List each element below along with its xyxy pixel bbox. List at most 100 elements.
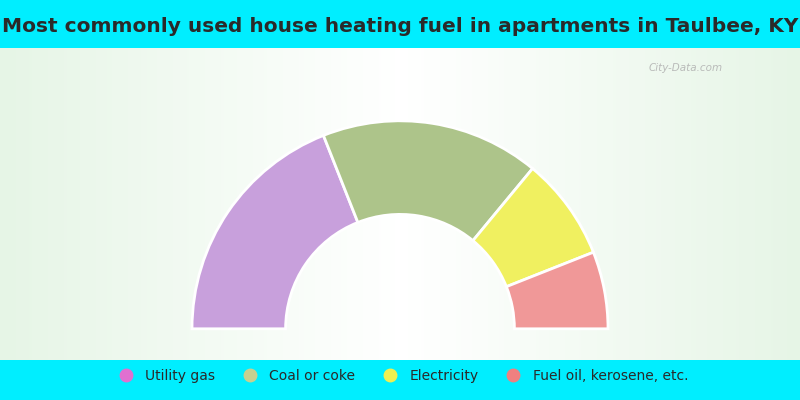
Bar (120, 48, 122, 360)
Bar (342, 48, 344, 360)
Bar (408, 48, 410, 360)
Bar (490, 48, 494, 360)
Bar (470, 48, 472, 360)
Bar (102, 48, 104, 360)
Bar (450, 48, 454, 360)
Bar (418, 48, 422, 360)
Bar (296, 48, 298, 360)
Bar (656, 48, 658, 360)
Bar (594, 48, 598, 360)
Bar (24, 48, 26, 360)
Bar (354, 48, 358, 360)
Bar (374, 48, 376, 360)
Bar (262, 48, 264, 360)
Bar (626, 48, 630, 360)
Bar (720, 48, 722, 360)
Bar (504, 48, 506, 360)
Wedge shape (323, 121, 533, 241)
Bar (456, 48, 458, 360)
Bar (632, 48, 634, 360)
Bar (166, 48, 168, 360)
Bar (26, 48, 30, 360)
Bar (392, 48, 394, 360)
Bar (434, 48, 438, 360)
Bar (264, 48, 266, 360)
Bar (138, 48, 142, 360)
Bar (310, 48, 312, 360)
Bar (70, 48, 72, 360)
Bar (696, 48, 698, 360)
Bar (414, 48, 416, 360)
Bar (230, 48, 232, 360)
Bar (798, 48, 800, 360)
Bar (648, 48, 650, 360)
Bar (646, 48, 648, 360)
Bar (698, 48, 702, 360)
Bar (114, 48, 118, 360)
Bar (96, 48, 98, 360)
Bar (546, 48, 550, 360)
Bar (650, 48, 654, 360)
Bar (770, 48, 774, 360)
Bar (10, 48, 14, 360)
Bar (586, 48, 590, 360)
Bar (480, 48, 482, 360)
Bar (576, 48, 578, 360)
Bar (574, 48, 576, 360)
Bar (32, 48, 34, 360)
Bar (642, 48, 646, 360)
Bar (18, 48, 22, 360)
Bar (168, 48, 170, 360)
Bar (746, 48, 750, 360)
Bar (774, 48, 776, 360)
Bar (368, 48, 370, 360)
Bar (232, 48, 234, 360)
Bar (744, 48, 746, 360)
Bar (464, 48, 466, 360)
Bar (210, 48, 214, 360)
Bar (326, 48, 328, 360)
Bar (234, 48, 238, 360)
Bar (338, 48, 342, 360)
Bar (386, 48, 390, 360)
Bar (736, 48, 738, 360)
Bar (40, 48, 42, 360)
Bar (618, 48, 622, 360)
Bar (440, 48, 442, 360)
Bar (162, 48, 166, 360)
Bar (682, 48, 686, 360)
Bar (72, 48, 74, 360)
Bar (14, 48, 16, 360)
Bar (88, 48, 90, 360)
Bar (670, 48, 672, 360)
Bar (782, 48, 784, 360)
Bar (218, 48, 222, 360)
Bar (442, 48, 446, 360)
Bar (558, 48, 560, 360)
Bar (438, 48, 440, 360)
Bar (160, 48, 162, 360)
Bar (406, 48, 408, 360)
Bar (298, 48, 302, 360)
Bar (110, 48, 112, 360)
Bar (432, 48, 434, 360)
Bar (304, 48, 306, 360)
Bar (762, 48, 766, 360)
Bar (328, 48, 330, 360)
Bar (542, 48, 544, 360)
Bar (0, 48, 2, 360)
Text: Most commonly used house heating fuel in apartments in Taulbee, KY: Most commonly used house heating fuel in… (2, 17, 798, 36)
Bar (680, 48, 682, 360)
Bar (518, 48, 520, 360)
Bar (454, 48, 456, 360)
Bar (382, 48, 384, 360)
Bar (362, 48, 366, 360)
Bar (728, 48, 730, 360)
Bar (224, 48, 226, 360)
Bar (394, 48, 398, 360)
Bar (134, 48, 136, 360)
Bar (718, 48, 720, 360)
Bar (50, 48, 54, 360)
Bar (214, 48, 216, 360)
Bar (294, 48, 296, 360)
